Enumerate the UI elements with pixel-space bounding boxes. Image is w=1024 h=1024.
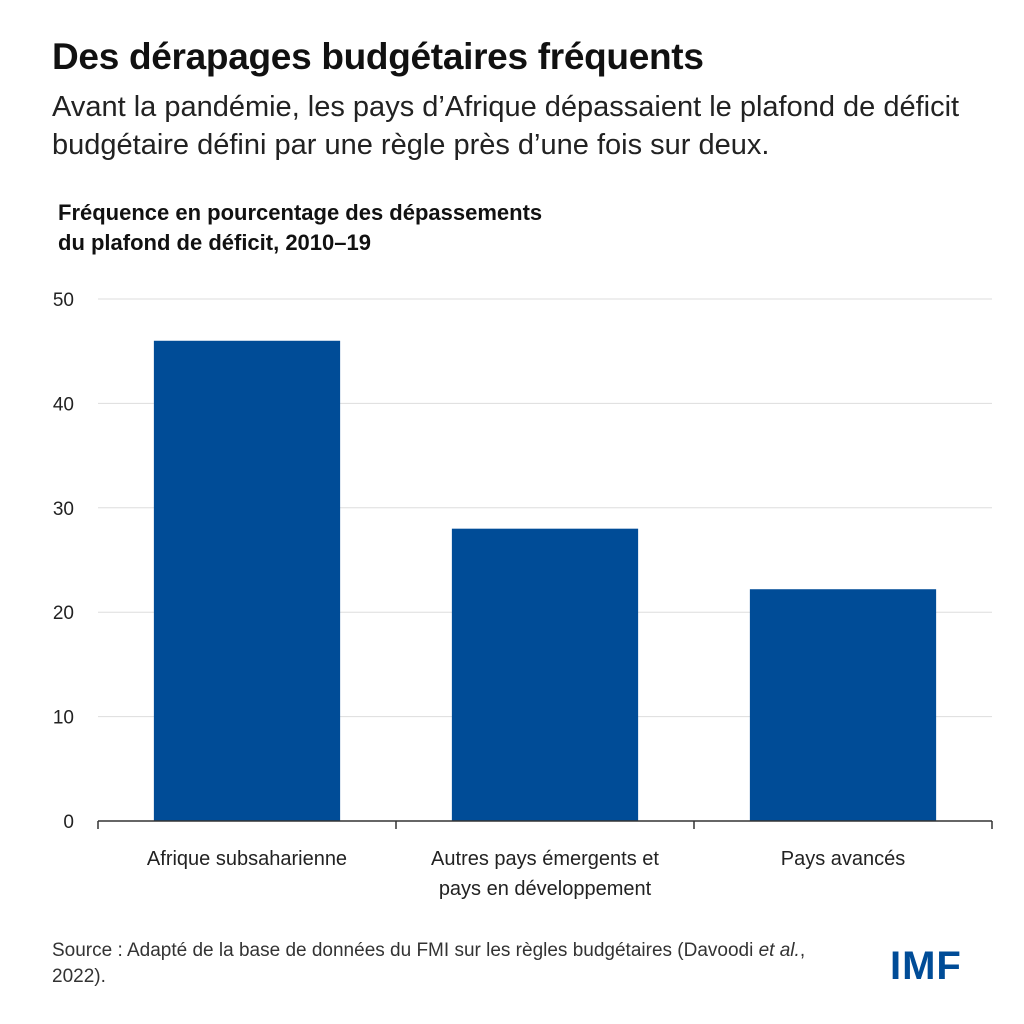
y-tick-label: 20 bbox=[53, 603, 74, 624]
y-tick-label: 0 bbox=[63, 812, 74, 833]
chart-axis-title-line-2: du plafond de déficit, 2010–19 bbox=[58, 230, 371, 255]
chart-subtitle: Avant la pandémie, les pays d’Afrique dé… bbox=[52, 91, 960, 161]
chart-axis-title-line-1: Fréquence en pourcentage des dépassement… bbox=[58, 200, 543, 225]
y-tick-label: 40 bbox=[53, 394, 74, 415]
source-italic: et al. bbox=[758, 940, 800, 961]
x-category-label: Afrique subsaharienne bbox=[147, 848, 347, 870]
bar bbox=[451, 528, 639, 821]
x-category-label: pays en développement bbox=[439, 878, 652, 900]
x-category-label: Pays avancés bbox=[781, 848, 906, 870]
x-category-label: Autres pays émergents et bbox=[431, 848, 659, 870]
chart-title-main: Des dérapages budgétaires fréquents bbox=[52, 36, 704, 77]
source-suffix: , 2022). bbox=[52, 940, 806, 987]
bar bbox=[749, 589, 937, 821]
imf-logo: IMF bbox=[890, 944, 962, 988]
y-tick-label: 10 bbox=[53, 708, 74, 729]
y-tick-label: 30 bbox=[53, 499, 74, 520]
bar bbox=[153, 340, 341, 821]
chart-axis-title: Fréquence en pourcentage des dépassement… bbox=[58, 198, 658, 258]
source-note: Source : Adapté de la base de données du… bbox=[52, 938, 852, 990]
y-tick-label: 50 bbox=[53, 290, 74, 311]
source-text: Source : Adapté de la base de données du… bbox=[52, 940, 759, 961]
